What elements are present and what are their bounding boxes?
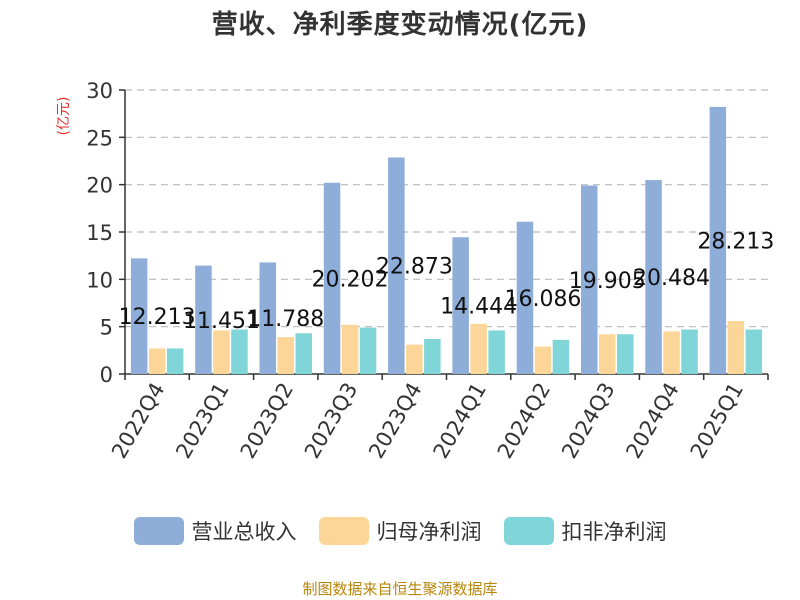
bar-2 [599, 334, 616, 374]
bar-1 [323, 182, 341, 374]
legend-label-revenue: 营业总收入 [191, 520, 297, 544]
data-label: 19.905 [569, 269, 646, 294]
legend-item-net-profit[interactable]: 归母净利润 [318, 516, 482, 546]
bar-2 [277, 337, 294, 374]
x-tick-label: 2022Q4 [107, 379, 169, 463]
x-tick-label: 2023Q3 [300, 379, 362, 463]
legend-swatch-revenue [133, 517, 184, 545]
data-label: 12.213 [119, 305, 196, 330]
bar-2 [727, 320, 745, 374]
x-tick-label: 2023Q4 [364, 379, 426, 463]
x-tick-label: 2023Q1 [171, 379, 233, 463]
bar-3 [745, 329, 763, 374]
bar-1 [452, 237, 469, 374]
x-tick-label: 2024Q1 [429, 379, 491, 463]
bar-3 [488, 330, 505, 374]
y-tick-label: 0 [100, 363, 113, 387]
bar-2 [341, 324, 359, 374]
x-tick-label: 2024Q3 [557, 379, 619, 463]
bar-1 [709, 106, 727, 374]
bar-2 [148, 348, 166, 374]
data-label: 28.213 [697, 229, 774, 254]
bar-3 [359, 327, 377, 374]
data-label: 11.788 [247, 307, 324, 332]
bar-3 [231, 329, 248, 374]
bar-1 [388, 157, 405, 374]
legend-swatch-deducted-profit [503, 517, 554, 545]
bar-2 [213, 330, 230, 374]
bar-1 [130, 258, 148, 374]
bar-3 [295, 333, 312, 374]
y-tick-label: 15 [86, 221, 113, 245]
legend-label-net-profit: 归母净利润 [376, 520, 482, 544]
chart-legend: 营业总收入 归母净利润 扣非净利润 [0, 516, 800, 546]
bar-1 [516, 221, 534, 374]
legend-item-deducted-profit[interactable]: 扣非净利润 [503, 516, 667, 546]
data-label: 20.484 [633, 266, 710, 291]
legend-swatch-net-profit [318, 517, 369, 545]
bar-2 [534, 346, 552, 374]
y-tick-label: 5 [100, 316, 113, 340]
bar-chart: 0 5 10 15 20 25 30 (亿元) 2022Q4 2023Q1 2023Q2 2023Q3… [56, 79, 774, 463]
x-tick-label: 2025Q1 [686, 379, 748, 463]
y-tick-label: 25 [86, 126, 113, 150]
legend-item-revenue[interactable]: 营业总收入 [133, 516, 297, 546]
chart-title: 营收、净利季度变动情况(亿元) [211, 10, 589, 40]
legend-label-deducted-profit: 扣非净利润 [561, 520, 667, 544]
x-tick-label: 2024Q2 [493, 379, 555, 463]
data-label: 22.873 [376, 255, 453, 280]
data-source-note: 制图数据来自恒生聚源数据库 [302, 580, 498, 598]
bar-2 [406, 344, 423, 374]
x-tick-label: 2023Q2 [236, 379, 298, 463]
bar-3 [424, 338, 441, 374]
bar-3 [681, 329, 698, 374]
data-label: 11.451 [183, 309, 260, 334]
bar-1 [195, 265, 212, 374]
bar-3 [617, 334, 634, 374]
y-axis-label: (亿元) [56, 97, 72, 136]
bar-2 [663, 331, 680, 374]
x-tick-label: 2024Q4 [621, 379, 683, 463]
data-label: 14.444 [440, 295, 517, 320]
bar-3 [552, 339, 570, 374]
y-tick-label: 30 [86, 79, 113, 103]
bar-1 [581, 185, 598, 374]
bar-3 [166, 348, 184, 374]
data-label: 20.202 [312, 267, 389, 292]
bar-2 [470, 323, 487, 374]
bar-1 [645, 180, 662, 374]
y-tick-label: 10 [86, 268, 113, 292]
y-tick-label: 20 [86, 174, 113, 198]
bar-1 [259, 262, 276, 374]
data-label: 16.086 [504, 287, 581, 312]
